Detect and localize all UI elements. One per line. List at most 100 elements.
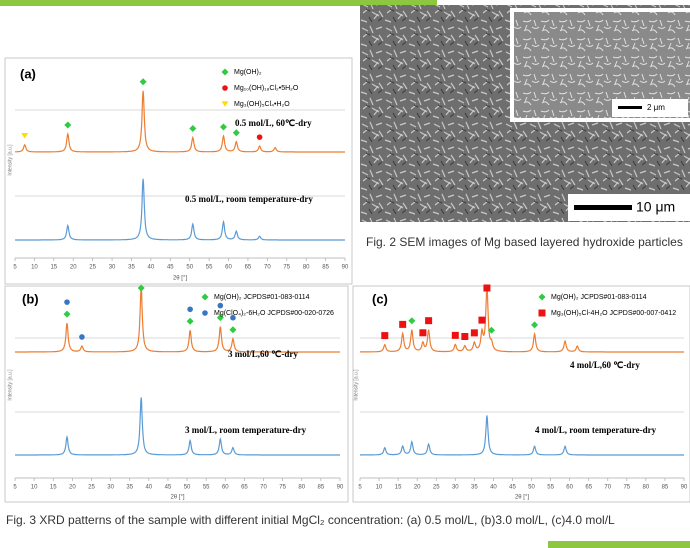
scale-bar — [574, 205, 632, 210]
x-tick-label: 70 — [260, 485, 267, 491]
scale-text: 10 μm — [636, 199, 675, 215]
marker — [539, 310, 546, 317]
xrd-curve — [15, 179, 345, 240]
x-tick-label: 65 — [245, 265, 252, 271]
marker — [478, 317, 485, 324]
x-tick-label: 35 — [128, 265, 135, 271]
panel-label: (c) — [372, 291, 388, 306]
scale-bar — [618, 106, 642, 109]
x-tick-label: 35 — [471, 485, 478, 491]
marker — [220, 123, 227, 130]
marker — [187, 306, 193, 312]
x-tick-label: 70 — [604, 485, 611, 491]
x-tick-label: 30 — [107, 485, 114, 491]
x-tick-label: 5 — [358, 485, 362, 491]
x-tick-label: 45 — [167, 265, 174, 271]
x-axis-label: 2θ [°] — [515, 495, 529, 501]
marker — [64, 299, 70, 305]
x-tick-label: 50 — [528, 485, 535, 491]
curve-label: 3 mol/L,60 ℃-dry — [228, 349, 298, 359]
fig3-caption: Fig. 3 XRD patterns of the sample with d… — [6, 512, 684, 528]
x-tick-label: 15 — [50, 485, 57, 491]
marker — [381, 332, 388, 339]
marker — [461, 333, 468, 340]
x-tick-label: 15 — [50, 265, 57, 271]
curve-label: 0.5 mol/L, room temperature-dry — [185, 194, 313, 204]
marker — [419, 329, 426, 336]
marker — [531, 321, 538, 328]
x-axis-label: 2θ [°] — [170, 495, 184, 501]
x-tick-label: 90 — [681, 485, 688, 491]
x-tick-label: 80 — [643, 485, 650, 491]
x-tick-label: 20 — [70, 265, 77, 271]
x-tick-label: 80 — [303, 265, 310, 271]
marker — [229, 326, 236, 333]
marker — [230, 315, 236, 321]
marker — [189, 125, 196, 132]
marker — [222, 101, 229, 107]
x-axis-label: 2θ [°] — [173, 276, 187, 282]
marker — [202, 294, 209, 301]
x-tick-label: 25 — [433, 485, 440, 491]
x-tick-label: 5 — [13, 265, 17, 271]
x-tick-label: 5 — [13, 485, 17, 491]
curve-label: 4 mol/L,60 ℃-dry — [570, 360, 640, 370]
bottom-rule — [548, 541, 690, 548]
x-tick-label: 10 — [31, 265, 38, 271]
marker — [79, 334, 85, 340]
marker — [399, 321, 406, 328]
marker — [218, 303, 224, 309]
marker — [187, 318, 194, 325]
marker — [64, 121, 71, 128]
x-tick-label: 35 — [126, 485, 133, 491]
x-tick-label: 30 — [109, 265, 116, 271]
curve-label: 4 mol/L, room temperature-dry — [535, 425, 657, 435]
marker — [202, 310, 208, 316]
panel-label: (b) — [22, 291, 39, 306]
x-tick-label: 65 — [241, 485, 248, 491]
page: 2 μm 10 μm 51015202530354045505560657075… — [0, 0, 690, 548]
legend-label: Mg₃(OH)₅Cl₄•H₂O — [234, 101, 290, 108]
x-tick-label: 50 — [186, 265, 193, 271]
panel-border — [353, 286, 690, 502]
x-tick-label: 85 — [662, 485, 669, 491]
x-tick-label: 55 — [203, 485, 210, 491]
marker — [222, 69, 229, 76]
fig2-caption: Fig. 2 SEM images of Mg based layered hy… — [366, 234, 686, 250]
legend-label: Mg(OH)₂ JCPDS#01-083-0114 — [551, 294, 647, 301]
curve-label: 3 mol/L, room temperature-dry — [185, 425, 307, 435]
marker — [21, 133, 28, 139]
x-tick-label: 85 — [322, 265, 329, 271]
marker — [408, 317, 415, 324]
legend-label: Mg₃(OH)₅Cl-4H₂O JCPDS#00-007-0412 — [551, 310, 676, 317]
x-tick-label: 40 — [145, 485, 152, 491]
marker — [233, 129, 240, 136]
x-tick-label: 60 — [225, 265, 232, 271]
legend-label: Mg₁₀(OH)₁₈Cl₂•5H₂O — [234, 85, 299, 92]
panel-border — [5, 58, 352, 284]
x-tick-label: 45 — [509, 485, 516, 491]
x-tick-label: 30 — [452, 485, 459, 491]
marker — [452, 332, 459, 339]
x-tick-label: 15 — [395, 485, 402, 491]
x-tick-label: 25 — [88, 485, 95, 491]
x-tick-label: 55 — [206, 265, 213, 271]
marker — [539, 294, 546, 301]
x-tick-label: 70 — [264, 265, 271, 271]
x-tick-label: 60 — [222, 485, 229, 491]
x-tick-label: 90 — [337, 485, 344, 491]
y-axis-label: Intensity [a.u.] — [7, 369, 13, 401]
x-tick-label: 90 — [342, 265, 349, 271]
x-tick-label: 75 — [283, 265, 290, 271]
x-tick-label: 75 — [279, 485, 286, 491]
marker — [425, 317, 432, 324]
scale-text: 2 μm — [647, 103, 665, 112]
x-tick-label: 25 — [89, 265, 96, 271]
marker — [483, 285, 490, 292]
x-tick-label: 50 — [184, 485, 191, 491]
x-tick-label: 75 — [623, 485, 630, 491]
marker — [138, 285, 145, 292]
marker — [140, 78, 147, 85]
figure: 2 μm 10 μm 51015202530354045505560657075… — [0, 0, 690, 548]
marker — [257, 134, 263, 140]
